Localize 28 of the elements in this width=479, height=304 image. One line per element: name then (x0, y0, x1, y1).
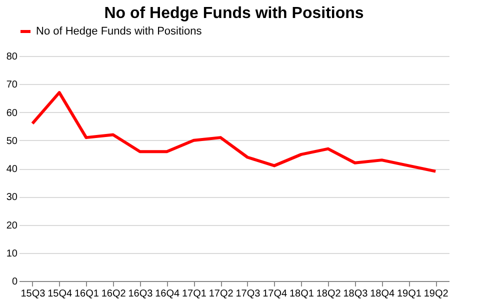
legend-label: No of Hedge Funds with Positions (36, 26, 202, 38)
x-tick-label: 15Q4 (48, 288, 72, 300)
y-tick-label: 40 (6, 164, 18, 175)
x-tick-label: 19Q1 (396, 288, 422, 300)
x-tick-label: 18Q4 (370, 288, 395, 300)
y-tick-label: 80 (6, 52, 18, 62)
x-tick-label: 18Q2 (316, 288, 342, 300)
y-tick-label: 70 (6, 80, 18, 91)
y-tick-label: 60 (6, 108, 18, 119)
y-tick-label: 20 (6, 220, 18, 232)
y-tick-label: 50 (6, 136, 18, 147)
x-tick-label: 19Q2 (424, 288, 449, 300)
chart-title: No of Hedge Funds with Positions (104, 5, 364, 22)
y-tick-label: 0 (12, 276, 18, 288)
x-tick-label: 16Q4 (155, 288, 180, 300)
x-tick-label: 16Q3 (128, 288, 154, 300)
x-tick-label: 17Q2 (208, 288, 234, 300)
line-series (30, 91, 438, 173)
x-tick-label: 15Q3 (20, 288, 46, 300)
x-tick-label: 18Q1 (289, 288, 314, 300)
y-tick-label: 10 (6, 248, 18, 260)
x-tick-label: 16Q1 (74, 288, 100, 300)
x-tick-label: 17Q4 (262, 288, 288, 300)
x-tick-label: 18Q3 (343, 288, 368, 300)
y-tick-label: 30 (6, 192, 18, 204)
x-tick-label: 17Q1 (182, 288, 207, 300)
x-tick-label: 17Q3 (236, 288, 261, 300)
x-tick-label: 16Q2 (101, 288, 126, 300)
